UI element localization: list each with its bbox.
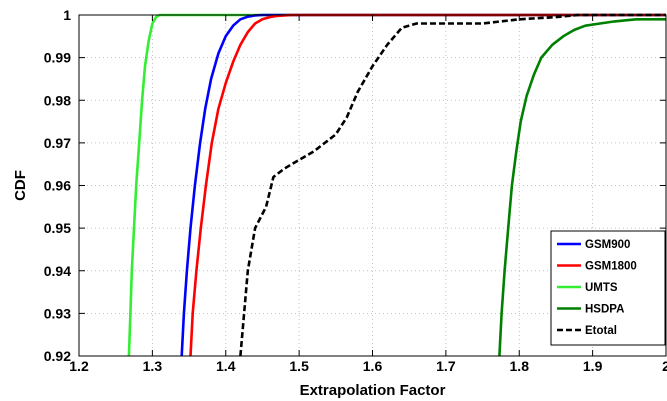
x-tick-label: 1.7 <box>436 358 456 374</box>
series-line-gsm1800 <box>189 13 666 357</box>
x-tick-label: 1.3 <box>143 358 163 374</box>
y-tick-label: 0.95 <box>44 220 71 236</box>
x-tick-label: 1.8 <box>510 358 530 374</box>
x-tick-label: 1.2 <box>69 358 89 374</box>
legend-label-umts: UMTS <box>585 282 618 294</box>
series-line-hsdpa <box>498 17 666 357</box>
x-tick-label: 1.5 <box>289 358 309 374</box>
series-line-umts <box>127 13 666 357</box>
y-axis-label: CDF <box>12 170 29 201</box>
y-tick-label: 0.93 <box>44 305 71 321</box>
legend-label-gsm900: GSM900 <box>585 239 630 251</box>
y-tick-label: 0.96 <box>44 178 71 194</box>
legend-label-etotal: Etotal <box>585 325 617 337</box>
y-tick-label: 0.94 <box>44 263 71 279</box>
x-tick-label: 1.9 <box>583 358 603 374</box>
series-line-etotal <box>239 13 666 357</box>
y-tick-label: 1 <box>63 7 71 23</box>
series-line-gsm900 <box>180 13 666 357</box>
x-tick-label: 2 <box>662 358 667 374</box>
y-tick-label: 0.92 <box>44 348 71 364</box>
series-layer <box>127 13 666 357</box>
legend-label-gsm1800: GSM1800 <box>585 261 637 273</box>
x-axis-label: Extrapolation Factor <box>300 382 446 399</box>
y-tick-label: 0.99 <box>44 50 71 66</box>
y-tick-label: 0.98 <box>44 92 71 108</box>
x-tick-label: 1.4 <box>216 358 236 374</box>
y-tick-label: 0.97 <box>44 135 71 151</box>
grid <box>79 15 666 356</box>
tick-labels: 1.2 1.3 1.4 1.5 1.6 1.7 1.8 1.9 2 0.92 0.93 0.94 0.9… <box>44 7 667 374</box>
legend: GSM900 GSM1800 UMTS HSDPA Etotal <box>550 230 666 346</box>
legend-label-hsdpa: HSDPA <box>585 304 624 316</box>
x-tick-label: 1.6 <box>363 358 383 374</box>
